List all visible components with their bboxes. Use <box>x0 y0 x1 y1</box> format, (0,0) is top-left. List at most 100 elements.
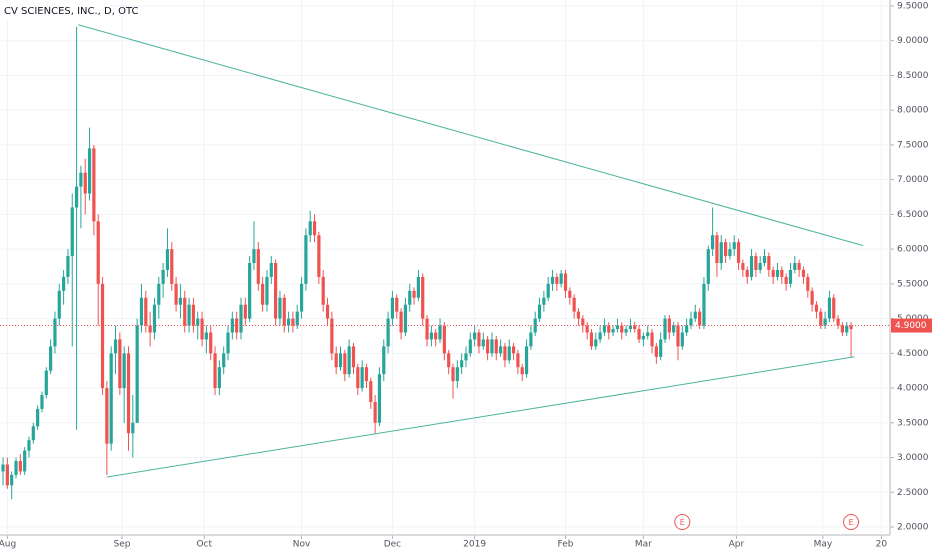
candle-body <box>663 318 667 340</box>
x-tick-label: Sep <box>114 540 131 550</box>
candle-body <box>187 304 191 326</box>
candle-body <box>278 297 282 319</box>
candle-body <box>615 325 620 330</box>
candle-body <box>286 318 291 326</box>
candle-body <box>252 249 256 264</box>
candle-body <box>473 332 477 340</box>
candle-body <box>222 353 226 368</box>
candle-body <box>1 464 5 472</box>
marks <box>1 26 853 500</box>
candle-body <box>624 329 628 333</box>
candle-body <box>161 269 165 284</box>
candle-body <box>425 318 429 340</box>
y-tick-label: 2.5000 <box>897 488 929 498</box>
y-tick-label: 9.0000 <box>897 36 929 46</box>
candle-body <box>261 283 265 305</box>
x-tick-label: Dec <box>384 540 401 550</box>
candle-body <box>403 304 408 333</box>
candle-body <box>92 148 96 222</box>
candle-body <box>533 318 537 333</box>
candle-body <box>633 325 637 330</box>
overlay: 4.9000 E E <box>0 24 932 530</box>
candle-body <box>758 263 762 270</box>
candle-body <box>771 269 775 277</box>
candle-body <box>421 276 425 319</box>
candle-body <box>494 339 498 354</box>
candle-body <box>299 283 304 312</box>
candle-body <box>122 353 126 389</box>
candle-body <box>468 339 472 354</box>
candle-body <box>295 311 299 326</box>
candle-body <box>174 283 178 305</box>
candle-body <box>641 335 645 340</box>
candle-body <box>321 276 325 305</box>
candle-body <box>144 297 148 326</box>
candle-body <box>736 242 741 264</box>
candle-body <box>516 353 520 368</box>
candle-body <box>723 242 728 257</box>
candle-body <box>18 461 22 472</box>
candle-body <box>585 325 589 333</box>
earnings-marker <box>674 514 691 530</box>
candle-body <box>170 249 174 284</box>
candle-body <box>377 374 382 423</box>
candle-body <box>390 297 395 319</box>
candle-body <box>711 235 715 250</box>
candle-body <box>719 242 723 264</box>
candle-body <box>672 325 676 333</box>
candle-body <box>784 276 788 284</box>
candle-body <box>31 426 35 441</box>
candle-body <box>96 221 100 284</box>
candle-body <box>312 221 317 236</box>
x-tick-label: May <box>814 540 833 550</box>
candle-body <box>732 242 736 250</box>
y-tick-label: 3.5000 <box>897 418 929 428</box>
candle-body <box>87 148 92 194</box>
candle-body <box>14 461 18 475</box>
candle-body <box>36 408 40 427</box>
candle-body <box>598 332 602 340</box>
candle-body <box>503 346 507 361</box>
candle-body <box>23 450 27 472</box>
candle-body <box>434 332 438 340</box>
earnings-label: E <box>849 518 854 527</box>
candle-body <box>152 304 157 333</box>
candle-body <box>801 269 806 277</box>
candle-body <box>217 367 221 389</box>
candle-body <box>680 332 684 347</box>
candle-body <box>447 353 451 368</box>
candle-body <box>265 276 269 305</box>
candle-body <box>594 339 598 347</box>
candle-body <box>486 339 490 354</box>
candle-body <box>196 318 200 326</box>
y-tick-label: 5.5000 <box>897 279 929 289</box>
candle-body <box>490 339 494 354</box>
chart-title: CV SCIENCES, INC., D, OTC <box>4 6 138 17</box>
candle-body <box>559 273 563 284</box>
earnings-label: E <box>680 518 685 527</box>
candle-body <box>659 339 663 357</box>
candle-body <box>797 263 801 270</box>
candle-body <box>728 249 732 257</box>
candle-body <box>338 353 343 368</box>
candle-body <box>382 346 386 375</box>
candle-body <box>334 353 338 368</box>
candle-body <box>611 329 615 333</box>
candle-body <box>628 325 632 330</box>
x-tick-label: Oct <box>196 540 212 550</box>
candle-body <box>840 325 845 333</box>
candle-body <box>364 367 369 382</box>
candle-body <box>386 318 390 347</box>
candle-body <box>793 263 797 270</box>
candle-body <box>546 283 550 298</box>
candle-body <box>464 353 468 361</box>
candle-body <box>775 269 780 277</box>
candle-body <box>191 304 196 326</box>
candle-body <box>10 474 14 486</box>
candle-body <box>477 332 481 347</box>
x-tick-label: Mar <box>635 540 652 550</box>
candle-body <box>698 311 702 326</box>
candle-body <box>637 329 641 340</box>
candle-body <box>239 304 243 333</box>
